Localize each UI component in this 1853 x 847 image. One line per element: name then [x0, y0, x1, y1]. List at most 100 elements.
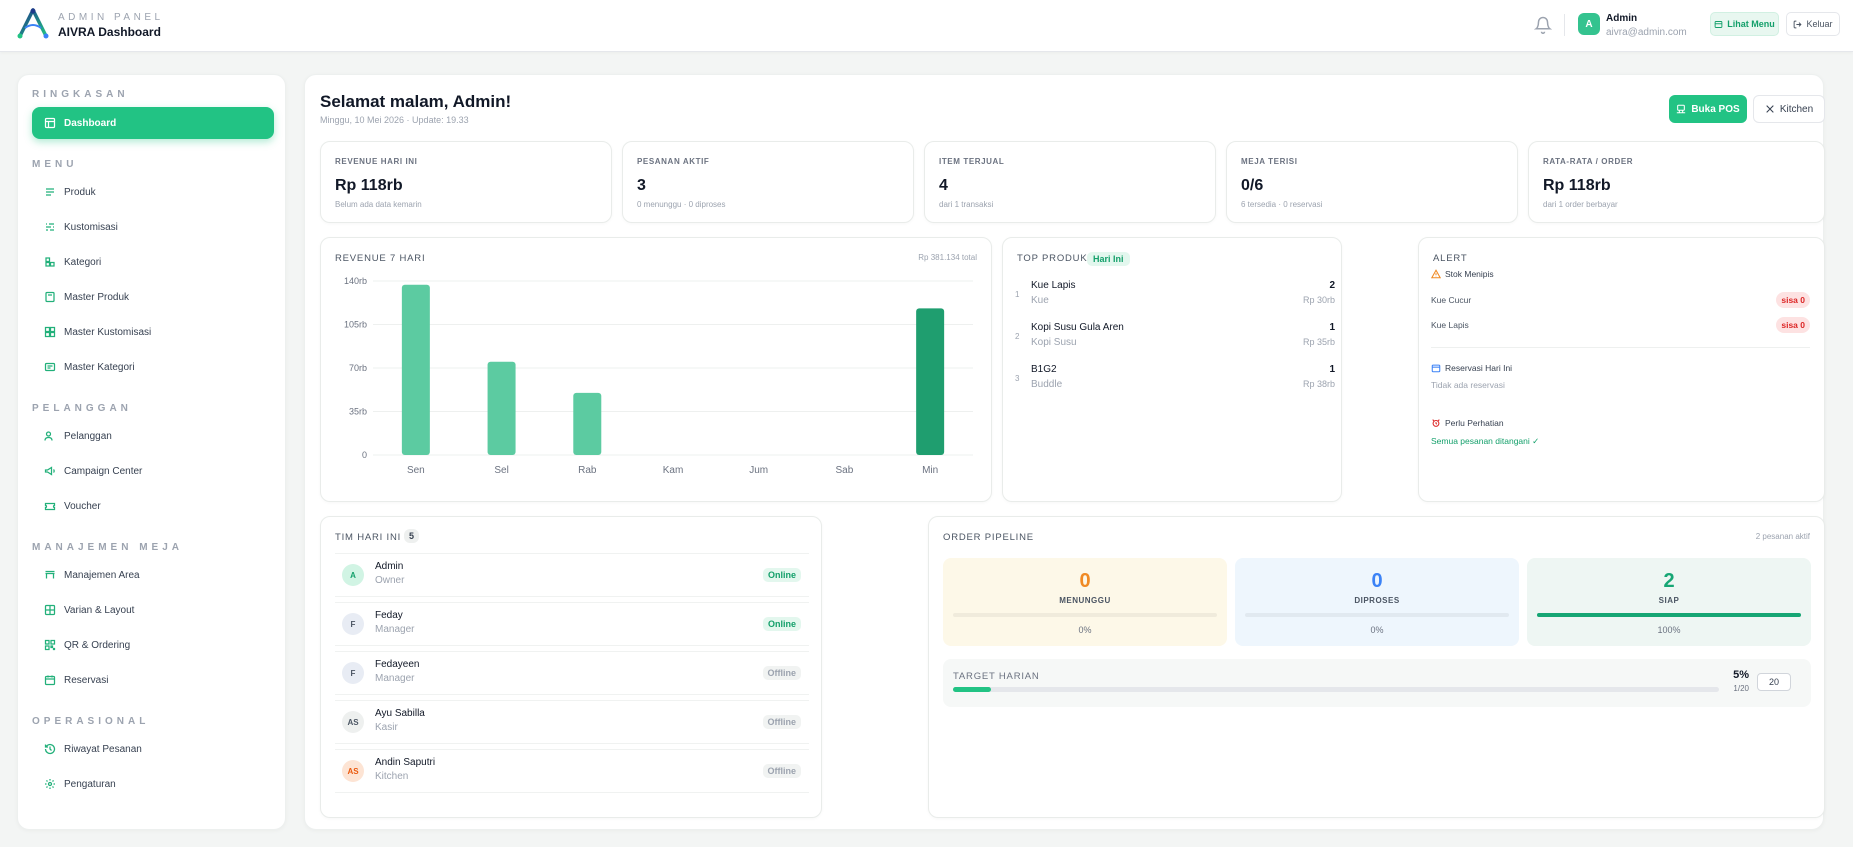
sidebar-item-label: Produk — [64, 186, 96, 198]
avatar[interactable]: A — [1578, 13, 1600, 35]
sidebar-item-pengaturan[interactable]: Pengaturan — [32, 768, 274, 800]
list-item[interactable]: 3 B1G2 Buddle 1 Rp 38rb — [1015, 361, 1335, 397]
brand-subtitle: ADMIN PANEL — [58, 12, 164, 23]
member-name: Andin Saputri — [375, 757, 436, 768]
stage-label: DIPROSES — [1354, 596, 1400, 605]
avatar: F — [342, 662, 364, 684]
alarm-icon — [1432, 419, 1440, 427]
sidebar-item-master-produk[interactable]: Master Produk — [32, 281, 274, 313]
reservation-title: Reservasi Hari Ini — [1445, 363, 1513, 373]
stat-value: Rp 118rb — [335, 177, 403, 194]
view-menu-button[interactable]: Lihat Menu — [1710, 12, 1779, 36]
sidebar-item-manajemen-area[interactable]: Manajemen Area — [32, 559, 274, 591]
user-email: aivra@admin.com — [1606, 27, 1687, 38]
category-icon — [44, 256, 56, 268]
table-row[interactable]: A Admin Owner Online — [335, 553, 809, 597]
dashboard-icon — [44, 117, 56, 129]
stat-sub: Belum ada data kemarin — [335, 200, 422, 209]
stat-card-tables: MEJA TERISI 0/6 6 tersedia · 0 reservasi — [1226, 141, 1518, 223]
user-name: Admin — [1606, 13, 1638, 24]
sidebar-item-pelanggan[interactable]: Pelanggan — [32, 420, 274, 452]
attention-text: Semua pesanan ditangani ✓ — [1431, 436, 1540, 446]
stat-label: ITEM TERJUAL — [939, 157, 1005, 166]
avatar: A — [342, 564, 364, 586]
x-tick-label: Sab — [836, 465, 854, 476]
list-item[interactable]: 1 Kue Lapis Kue 2 Rp 30rb — [1015, 277, 1335, 313]
sidebar-item-voucher[interactable]: Voucher — [32, 490, 274, 522]
stat-sub: dari 1 order berbayar — [1543, 200, 1618, 209]
product-qty: 2 — [1329, 280, 1335, 291]
pipeline-title: ORDER PIPELINE — [943, 532, 1034, 543]
low-stock-title: Stok Menipis — [1445, 269, 1494, 279]
section-label-manajemen-meja: MANAJEMEN MEJA — [32, 542, 184, 553]
layout-icon — [44, 604, 56, 616]
daily-target-input[interactable]: 20 — [1757, 673, 1791, 691]
aivra-logo-icon — [17, 8, 49, 39]
x-tick-label: Jum — [749, 465, 768, 476]
logout-button[interactable]: Keluar — [1786, 12, 1840, 36]
x-tick-label: Sel — [494, 465, 508, 476]
kitchen-button[interactable]: Kitchen — [1753, 95, 1825, 123]
brand-title: AIVRA Dashboard — [58, 25, 161, 39]
pipeline-stage-processing[interactable]: 0 DIPROSES 0% — [1235, 558, 1519, 646]
member-role: Kasir — [375, 722, 398, 733]
table-row[interactable]: F Fedayeen Manager Offline — [335, 651, 809, 695]
bar-min[interactable] — [916, 308, 945, 455]
y-tick-label: 140rb — [344, 276, 367, 286]
pipeline-stage-waiting[interactable]: 0 MENUNGGU 0% — [943, 558, 1227, 646]
status-badge: Offline — [762, 666, 801, 680]
product-name: Kopi Susu Gula Aren — [1031, 322, 1124, 333]
member-role: Owner — [375, 575, 405, 586]
list-item[interactable]: 2 Kopi Susu Gula Aren Kopi Susu 1 Rp 35r… — [1015, 319, 1335, 355]
store-icon — [1714, 20, 1723, 28]
kitchen-label: Kitchen — [1779, 103, 1814, 115]
member-role: Manager — [375, 624, 415, 635]
sidebar-item-produk[interactable]: Produk — [32, 176, 274, 208]
sidebar-item-master-kategori[interactable]: Master Kategori — [32, 351, 274, 383]
bar-rab[interactable] — [573, 392, 602, 455]
sidebar-item-kustomisasi[interactable]: Kustomisasi — [32, 211, 274, 243]
sidebar-item-campaign-center[interactable]: Campaign Center — [32, 455, 274, 487]
sidebar-item-qr-ordering[interactable]: QR & Ordering — [32, 629, 274, 661]
table-row[interactable]: AS Andin Saputri Kitchen Offline — [335, 749, 809, 793]
pipeline-stage-ready[interactable]: 2 SIAP 100% — [1527, 558, 1811, 646]
daily-target-percent: 5% — [1733, 669, 1749, 681]
table-row[interactable]: F Feday Manager Online — [335, 602, 809, 646]
product-category: Kopi Susu — [1031, 337, 1077, 348]
order-pipeline-card: ORDER PIPELINE 2 pesanan aktif 0 MENUNGG… — [928, 516, 1825, 818]
bar-sen[interactable] — [401, 284, 430, 455]
stage-count: 0 — [1079, 570, 1091, 592]
sidebar-item-reservasi[interactable]: Reservasi — [32, 664, 274, 696]
section-label-ringkasan: RINGKASAN — [32, 89, 129, 100]
member-name: Feday — [375, 610, 403, 621]
sidebar-item-label: Manajemen Area — [64, 569, 140, 581]
open-pos-button[interactable]: Buka POS — [1669, 95, 1747, 123]
product-name: B1G2 — [1031, 364, 1057, 375]
sidebar-item-varian-layout[interactable]: Varian & Layout — [32, 594, 274, 626]
top-products-title: TOP PRODUK — [1017, 253, 1088, 264]
product-price: Rp 38rb — [1302, 379, 1335, 389]
sidebar-item-kategori[interactable]: Kategori — [32, 246, 274, 278]
rank: 2 — [1015, 332, 1020, 341]
sidebar-item-label: Pengaturan — [64, 778, 116, 790]
alert-card: ALERT Stok Menipis Kue Cucur sisa 0 Kue … — [1418, 237, 1825, 502]
stage-count: 0 — [1371, 570, 1383, 592]
stage-count: 2 — [1663, 570, 1675, 592]
stat-label: RATA-RATA / ORDER — [1543, 157, 1634, 166]
x-tick-label: Sen — [407, 465, 425, 476]
sidebar-item-riwayat-pesanan[interactable]: Riwayat Pesanan — [32, 733, 274, 765]
top-products-card: TOP PRODUK Hari Ini 1 Kue Lapis Kue 2 Rp… — [1002, 237, 1342, 502]
section-label-menu: MENU — [32, 159, 78, 170]
history-icon — [44, 743, 56, 755]
stat-value: Rp 118rb — [1543, 177, 1611, 194]
bar-sel[interactable] — [487, 361, 516, 455]
sidebar-item-label: QR & Ordering — [64, 639, 131, 651]
table-row[interactable]: AS Ayu Sabilla Kasir Offline — [335, 700, 809, 744]
sidebar-item-dashboard[interactable]: Dashboard — [32, 107, 274, 139]
stage-percent: 0% — [1078, 625, 1092, 635]
member-name: Admin — [375, 561, 404, 572]
bell-icon[interactable] — [1534, 16, 1552, 34]
sidebar-item-master-kustomisasi[interactable]: Master Kustomisasi — [32, 316, 274, 348]
master-customization-icon — [44, 326, 56, 338]
stock-badge: sisa 0 — [1776, 317, 1810, 333]
